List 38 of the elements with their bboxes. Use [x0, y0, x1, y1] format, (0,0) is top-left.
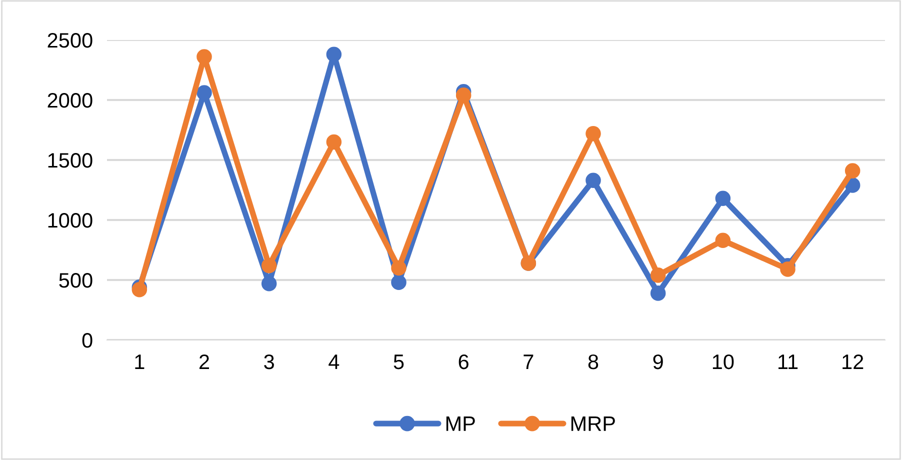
point: [844, 163, 860, 178]
point: [456, 88, 472, 103]
point: [326, 134, 342, 150]
point: [196, 49, 212, 64]
x-tick-label: 1: [135, 354, 144, 369]
point: [391, 274, 406, 290]
point: [132, 282, 148, 298]
point: [326, 46, 342, 62]
point: [780, 262, 796, 277]
x-tick-label: 8: [588, 354, 598, 370]
x-tick-label: 9: [653, 354, 663, 370]
point: [261, 258, 277, 274]
legend-label: MRP: [571, 416, 615, 431]
x-tick-label: 3: [264, 354, 274, 370]
x-tick-label: 10: [712, 354, 734, 370]
point: [650, 268, 666, 283]
point: [586, 126, 601, 142]
y-tick-label: 2500: [48, 33, 92, 48]
point: [650, 286, 666, 301]
point: [196, 85, 212, 100]
x-tick-label: 12: [842, 354, 864, 369]
x-tick-label: 4: [328, 354, 340, 369]
x-tick-label: 7: [524, 354, 534, 369]
y-tick-label: 2000: [48, 93, 92, 108]
point: [391, 260, 406, 276]
point: [586, 172, 601, 188]
y-tick-label: 1500: [48, 153, 92, 168]
legend-label: MP: [446, 416, 475, 431]
y-tick-label: 0: [82, 333, 92, 348]
point: [715, 190, 731, 206]
x-tick-label: 11: [778, 354, 798, 369]
y-tick-label: 1000: [48, 213, 92, 228]
y-tick-label: 500: [59, 273, 92, 288]
point: [715, 232, 731, 248]
x-tick-label: 2: [200, 354, 209, 369]
x-tick-label: 5: [394, 354, 404, 370]
point: [261, 276, 277, 292]
x-tick-label: 6: [458, 354, 468, 370]
